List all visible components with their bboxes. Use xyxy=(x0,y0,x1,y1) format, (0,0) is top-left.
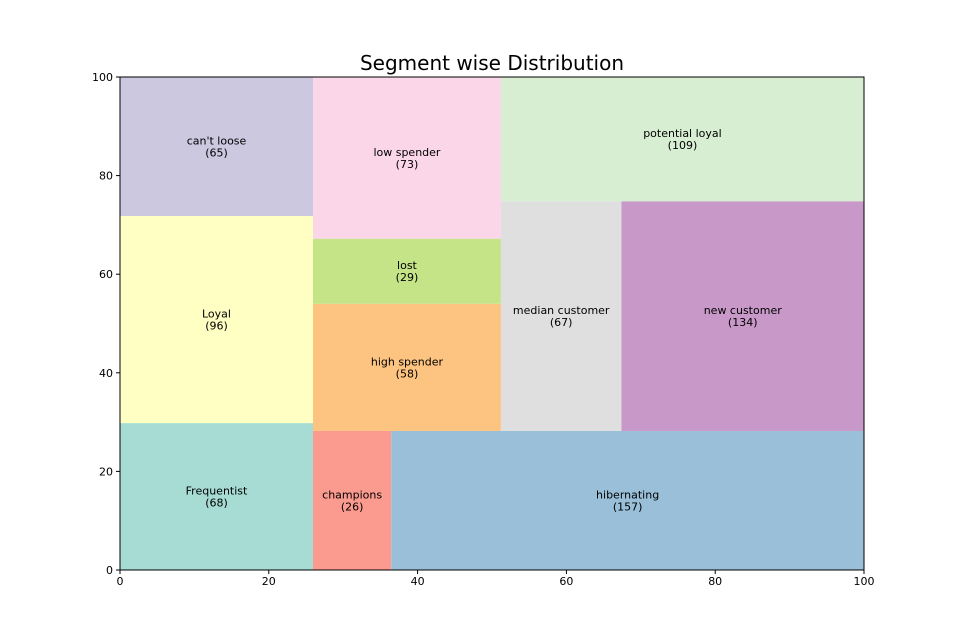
treemap-cell-high-spender xyxy=(312,303,501,431)
segment-count: (65) xyxy=(205,147,228,160)
segment-name: hibernating xyxy=(596,488,659,501)
treemap-cell-new-customer xyxy=(621,201,864,431)
treemap-label-median-customer: median customer (67) xyxy=(513,304,610,329)
segment-name: high spender xyxy=(371,355,444,368)
treemap-cell-frequentist xyxy=(120,423,313,570)
treemap-cell-can-t-loose xyxy=(120,77,313,217)
y-tick-label: 40 xyxy=(99,367,113,380)
y-tick-label: 100 xyxy=(92,71,113,84)
segment-name: Loyal xyxy=(202,308,231,321)
x-tick-label: 40 xyxy=(411,575,425,588)
treemap-cells xyxy=(120,77,864,570)
x-tick-label: 100 xyxy=(854,575,875,588)
treemap-labels: Frequentist (68)Loyal (96)can't loose (65)c… xyxy=(186,127,783,513)
segment-name: median customer xyxy=(513,304,610,317)
segment-count: (67) xyxy=(550,316,573,329)
x-tick-label: 0 xyxy=(117,575,124,588)
segment-name: Frequentist xyxy=(186,485,248,498)
segment-count: (73) xyxy=(396,158,419,171)
segment-name: lost xyxy=(397,259,418,272)
treemap-cell-low-spender xyxy=(312,77,501,239)
chart-title: Segment wise Distribution xyxy=(360,51,624,75)
y-tick-label: 80 xyxy=(99,170,113,183)
y-tick-label: 0 xyxy=(106,564,113,577)
treemap-cell-median-customer xyxy=(500,201,622,431)
x-tick-label: 60 xyxy=(559,575,573,588)
treemap-label-low-spender: low spender (73) xyxy=(373,146,440,171)
x-tick-label: 20 xyxy=(262,575,276,588)
treemap-cell-champions xyxy=(312,430,392,570)
segment-count: (58) xyxy=(396,367,419,380)
segment-count: (134) xyxy=(728,316,758,329)
treemap-label-new-customer: new customer (134) xyxy=(704,304,783,329)
segment-name: potential loyal xyxy=(643,127,722,140)
segment-count: (96) xyxy=(205,320,228,333)
treemap-cell-hibernating xyxy=(391,430,864,570)
x-tick-label: 80 xyxy=(708,575,722,588)
treemap-label-champions: champions (26) xyxy=(322,488,382,513)
segment-count: (26) xyxy=(341,500,364,513)
plot-frame xyxy=(119,76,865,571)
segment-count: (68) xyxy=(205,497,228,510)
segment-count: (29) xyxy=(396,271,419,284)
treemap-label-can-t-loose: can't loose (65) xyxy=(187,135,247,160)
treemap-cell-lost xyxy=(312,238,501,304)
treemap-label-lost: lost (29) xyxy=(396,259,419,284)
treemap-cell-potential-loyal xyxy=(500,77,864,202)
treemap-label-potential-loyal: potential loyal (109) xyxy=(643,127,722,152)
y-tick-label: 20 xyxy=(99,465,113,478)
y-tick-label: 60 xyxy=(99,268,113,281)
treemap-label-frequentist: Frequentist (68) xyxy=(186,485,248,510)
treemap-label-hibernating: hibernating (157) xyxy=(596,488,659,513)
y-axis: 0 20 40 60 80 100 xyxy=(92,71,120,577)
treemap-label-high-spender: high spender (58) xyxy=(371,355,444,380)
treemap-cell-loyal xyxy=(120,216,313,424)
x-axis: 0 20 40 60 80 100 xyxy=(117,570,875,588)
segment-name: champions xyxy=(322,488,382,501)
segment-name: can't loose xyxy=(187,135,247,148)
segment-name: low spender xyxy=(373,146,440,159)
segment-name: new customer xyxy=(704,304,783,317)
treemap-label-loyal: Loyal (96) xyxy=(202,308,231,333)
segment-count: (157) xyxy=(613,500,643,513)
segment-count: (109) xyxy=(668,139,698,152)
